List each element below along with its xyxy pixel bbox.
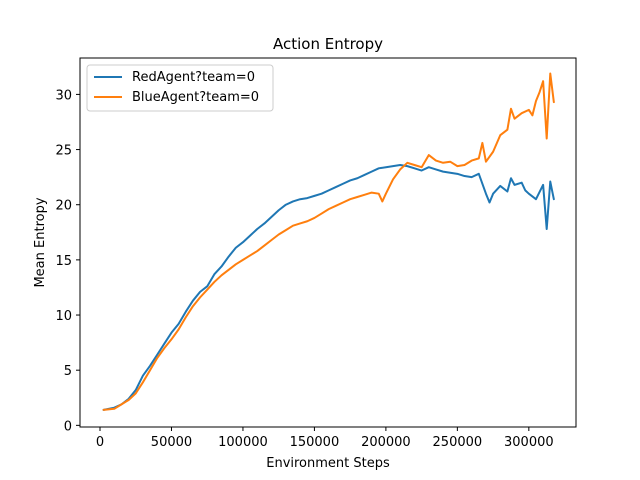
y-tick-label: 15 — [55, 254, 72, 269]
x-tick-label: 100000 — [218, 435, 268, 450]
series-line-red-agent — [102, 164, 555, 411]
chart-title: Action Entropy — [273, 35, 383, 53]
x-tick-label: 50000 — [151, 435, 192, 450]
legend-label-blue-agent: BlueAgent?team=0 — [132, 90, 259, 105]
plot-frame — [79, 57, 577, 428]
x-tick-label: 250000 — [433, 435, 483, 450]
x-tick-label: 0 — [96, 435, 104, 450]
x-axis: 0 50000 100000 150000 200000 250000 300000 — [96, 427, 554, 450]
y-tick-label: 10 — [55, 309, 72, 324]
plot-area — [102, 72, 555, 411]
x-tick-label: 300000 — [504, 435, 554, 450]
x-axis-label: Environment Steps — [266, 456, 390, 471]
y-tick-label: 5 — [64, 364, 72, 379]
y-axis-label: Mean Entropy — [33, 197, 48, 287]
legend-label-red-agent: RedAgent?team=0 — [132, 70, 255, 85]
x-tick-label: 150000 — [290, 435, 340, 450]
y-tick-label: 0 — [64, 419, 72, 434]
series-line-blue-agent — [102, 72, 555, 411]
y-axis: 0 5 10 15 20 25 30 — [55, 88, 80, 434]
legend-box — [86, 64, 274, 112]
y-tick-label: 25 — [55, 144, 72, 159]
legend: RedAgent?team=0 BlueAgent?team=0 — [86, 64, 274, 112]
y-tick-label: 20 — [55, 199, 72, 214]
y-tick-label: 30 — [55, 88, 72, 103]
x-tick-label: 200000 — [361, 435, 411, 450]
